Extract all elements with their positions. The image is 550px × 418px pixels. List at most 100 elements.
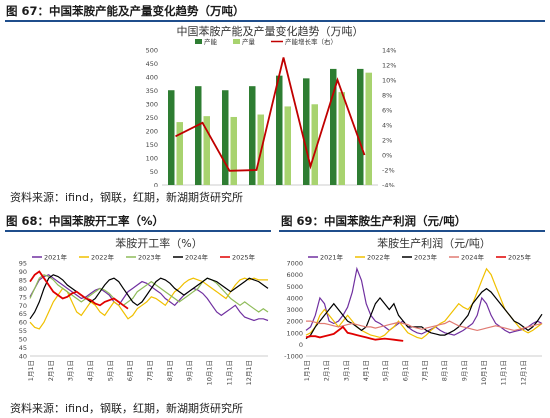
y-tick-label: 450: [146, 60, 158, 68]
legend-label: 2024年: [461, 253, 485, 262]
chart-title: 苯胺生产利润（元/吨）: [377, 236, 491, 250]
bar-output: [311, 104, 318, 185]
profit-chart: 苯胺生产利润（元/吨） 2021年 2022年 2023年 2024年 2025年 -100…: [284, 236, 543, 385]
y-tick-label: 70: [19, 302, 27, 310]
y-tick-label: 50: [150, 168, 158, 176]
y-tick-label: 80: [19, 285, 27, 293]
y-tick-label: 1000: [286, 329, 303, 337]
y-tick-label: 350: [146, 87, 158, 95]
x-tick-label: 9月1日: [460, 360, 468, 381]
y-tick-label: 0: [154, 182, 158, 188]
bar-capacity: [357, 68, 364, 185]
x-tick-label: 10月1日: [480, 360, 488, 385]
legend-label: 产量: [242, 37, 256, 46]
header-rule-fig68: [5, 230, 271, 232]
legend-label: 产能: [204, 37, 218, 46]
bar-capacity: [330, 68, 337, 185]
y-tick-label: 95: [19, 260, 27, 268]
y-tick-label: 55: [19, 327, 27, 335]
bar-capacity: [195, 86, 202, 185]
y2-tick-label: 0%: [382, 152, 392, 160]
x-tick-label: 6月1日: [401, 360, 409, 381]
x-tick-label: 7月1日: [146, 360, 154, 381]
y-tick-label: 6000: [286, 271, 303, 279]
x-tick-label: 6月1日: [126, 360, 134, 381]
y-tick-label: 60: [19, 319, 27, 327]
y-tick-label: 75: [19, 293, 27, 301]
x-tick-label: 2月1日: [323, 360, 331, 381]
y-tick-label: 4000: [286, 294, 303, 302]
legend-label: 2022年: [91, 253, 115, 262]
y-tick-label: 2000: [286, 318, 303, 326]
series-line: [29, 274, 269, 322]
series-line: [305, 325, 404, 342]
y-tick-label: -1000: [284, 353, 303, 361]
x-tick-label: 4月1日: [87, 360, 95, 381]
y2-tick-label: -4%: [382, 182, 395, 188]
y-tick-label: 500: [146, 47, 158, 55]
series-line: [29, 277, 268, 330]
bar-output: [284, 106, 291, 185]
x-tick-label: 12月1日: [519, 360, 527, 385]
legend-label: 2025年: [508, 253, 532, 262]
legend-swatch: [195, 39, 202, 44]
bar-output: [203, 116, 210, 185]
legend-label: 2023年: [414, 253, 438, 262]
x-tick-label: 2022年: [299, 186, 323, 187]
bar-capacity: [276, 75, 283, 185]
series-line: [306, 320, 543, 332]
x-tick-label: 4月1日: [362, 360, 370, 381]
series-line: [29, 274, 269, 320]
fig69-title: 图 69：中国苯胺生产利润（元/吨）: [281, 214, 467, 228]
y-tick-label: 100: [146, 155, 158, 163]
legend-label: 产能增长率（右）: [285, 37, 337, 46]
header-rule-fig69: [279, 230, 545, 232]
x-tick-label: 5月1日: [106, 360, 114, 381]
x-tick-label: 1月1日: [27, 360, 35, 381]
x-tick-label: 5月1日: [382, 360, 390, 381]
y-tick-label: 85: [19, 276, 27, 284]
y2-tick-label: 4%: [382, 122, 392, 130]
y-tick-label: 250: [146, 114, 158, 122]
y-tick-label: 45: [19, 344, 27, 352]
legend-label: 2023年: [138, 253, 162, 262]
x-tick-label: 8月1日: [441, 360, 449, 381]
bar-output: [338, 92, 345, 185]
legend-label: 2022年: [367, 253, 391, 262]
bar-capacity: [303, 78, 310, 185]
bar-capacity: [249, 86, 256, 185]
legend-label: 2025年: [232, 253, 256, 262]
header-rule-fig67: [5, 20, 545, 22]
legend-label: 2021年: [320, 253, 344, 262]
y-tick-label: 200: [146, 128, 158, 136]
series-line: [29, 270, 129, 310]
x-tick-label: 11月1日: [225, 360, 233, 385]
y2-tick-label: -2%: [382, 167, 395, 175]
y-tick-label: 300: [146, 101, 158, 109]
x-tick-label: 2018年: [191, 186, 215, 187]
x-tick-label: 3月1日: [342, 360, 350, 381]
y-tick-label: 90: [19, 268, 27, 276]
y-tick-label: 65: [19, 310, 27, 318]
fig68-title: 图 68：中国苯胺开工率（%）: [6, 214, 165, 228]
y-tick-label: 7000: [286, 260, 303, 268]
chart-title: 苯胺开工率（%）: [115, 236, 202, 250]
x-tick-label: 2021年: [272, 186, 296, 187]
chart-title: 中国苯胺产能及产量变化趋势（万吨）: [177, 24, 364, 38]
x-tick-label: 2023年: [326, 186, 350, 187]
fig67-title: 图 67：中国苯胺产能及产量变化趋势（万吨）: [6, 4, 245, 18]
y-tick-label: 150: [146, 141, 158, 149]
y2-tick-label: 6%: [382, 107, 392, 115]
x-tick-label: 2020年: [245, 186, 269, 187]
x-tick-label: 8月1日: [166, 360, 174, 381]
bar-output: [365, 72, 372, 185]
x-tick-label: 2017年: [164, 186, 188, 187]
operating-rate-chart: 苯胺开工率（%）2021年 2022年 2023年 2024年 2025年4045505…: [19, 236, 269, 385]
x-tick-label: 9月1日: [186, 360, 194, 381]
y-tick-label: 400: [146, 74, 158, 82]
y2-tick-label: 14%: [382, 47, 396, 55]
x-tick-label: 2024年: [353, 186, 377, 187]
y-tick-label: 40: [19, 353, 27, 361]
x-tick-label: 1月1日: [303, 360, 311, 381]
source-note-2: 资料来源：ifind，钢联，红期，新湖期货研究所: [10, 402, 243, 415]
